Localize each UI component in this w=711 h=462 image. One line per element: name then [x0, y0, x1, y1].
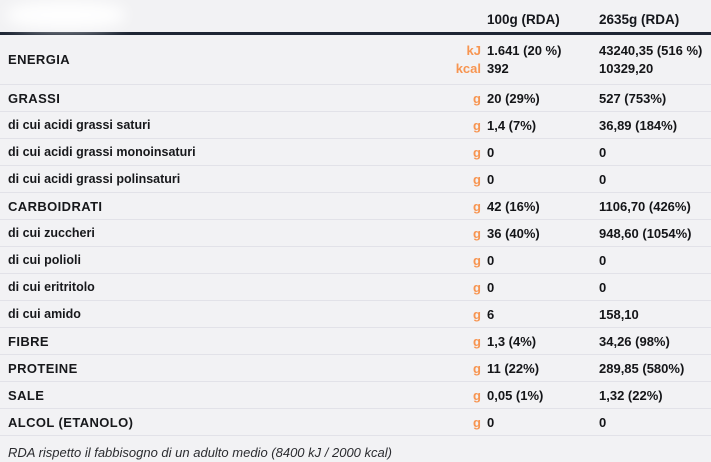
unit-label: g	[473, 225, 481, 241]
value-2635g: 0	[599, 171, 607, 187]
value-100g: 0	[487, 252, 495, 268]
value-100g: 0	[487, 414, 495, 430]
row-label: FIBRE	[8, 333, 49, 349]
value-2635g: 948,60 (1054%)	[599, 225, 692, 241]
value-100g-kcal: 392	[487, 61, 509, 76]
value-100g: 0	[487, 279, 495, 295]
value-2635g: 0	[599, 414, 607, 430]
unit-label: g	[473, 333, 481, 349]
unit-label: g	[473, 144, 481, 160]
value-2635g: 0	[599, 144, 607, 160]
rda-footnote: RDA rispetto il fabbisogno di un adulto …	[8, 445, 392, 460]
unit-label: g	[473, 171, 481, 187]
table-row: PROTEINE g 11 (22%) 289,85 (580%)	[0, 355, 711, 382]
value-2635g: 43240,35 (516 %) 10329,20	[593, 42, 711, 77]
table-row: di cui acidi grassi monoinsaturi g 0 0	[0, 139, 711, 166]
value-100g: 36 (40%)	[487, 225, 540, 241]
row-label: di cui amido	[8, 307, 81, 321]
row-label: di cui acidi grassi saturi	[8, 118, 151, 132]
unit-label: g	[473, 387, 481, 403]
unit-label: g	[473, 360, 481, 376]
value-100g: 1,4 (7%)	[487, 117, 537, 133]
value-100g: 1.641 (20 %) 392	[481, 42, 593, 77]
row-label: di cui acidi grassi polinsaturi	[8, 172, 181, 186]
unit-label: kJ kcal	[437, 42, 481, 77]
unit-label: g	[473, 279, 481, 295]
table-row: SALE g 0,05 (1%) 1,32 (22%)	[0, 382, 711, 409]
value-100g: 6	[487, 306, 495, 322]
table-row: di cui polioli g 0 0	[0, 247, 711, 274]
row-label: ALCOL (ETANOLO)	[8, 414, 134, 430]
value-2635g: 1,32 (22%)	[599, 387, 663, 403]
value-2635g-kcal: 10329,20	[599, 61, 654, 76]
table-row: di cui zuccheri g 36 (40%) 948,60 (1054%…	[0, 220, 711, 247]
table-row: FIBRE g 1,3 (4%) 34,26 (98%)	[0, 328, 711, 355]
table-header-row: 100g (RDA) 2635g (RDA)	[0, 0, 711, 35]
value-2635g: 0	[599, 279, 607, 295]
row-label: di cui polioli	[8, 253, 81, 267]
row-label: ENERGIA	[8, 52, 71, 67]
row-label: di cui eritritolo	[8, 280, 95, 294]
table-row: di cui amido g 6 158,10	[0, 301, 711, 328]
row-label: GRASSI	[8, 90, 61, 106]
value-100g: 0,05 (1%)	[487, 387, 544, 403]
column-header-100g: 100g (RDA)	[487, 12, 560, 27]
row-label: SALE	[8, 387, 45, 403]
value-100g: 0	[487, 171, 495, 187]
value-100g: 0	[487, 144, 495, 160]
row-label: PROTEINE	[8, 360, 78, 376]
value-2635g: 36,89 (184%)	[599, 117, 678, 133]
value-2635g: 158,10	[599, 306, 639, 322]
unit-label: g	[473, 306, 481, 322]
column-header-2635g: 2635g (RDA)	[599, 12, 680, 27]
row-label: di cui acidi grassi monoinsaturi	[8, 145, 196, 159]
table-row: di cui acidi grassi polinsaturi g 0 0	[0, 166, 711, 193]
unit-kj: kJ	[466, 43, 481, 58]
value-2635g: 0	[599, 252, 607, 268]
value-2635g-kj: 43240,35 (516 %)	[599, 43, 703, 58]
value-2635g: 1106,70 (426%)	[599, 198, 691, 214]
unit-label: g	[473, 414, 481, 430]
table-row-energia: ENERGIA kJ kcal 1.641 (20 %) 392 43240,3…	[0, 35, 711, 85]
row-label: di cui zuccheri	[8, 226, 95, 240]
table-row: GRASSI g 20 (29%) 527 (753%)	[0, 85, 711, 112]
unit-label: g	[473, 90, 481, 106]
value-100g-kj: 1.641 (20 %)	[487, 43, 562, 58]
table-row: di cui acidi grassi saturi g 1,4 (7%) 36…	[0, 112, 711, 139]
table-row: CARBOIDRATI g 42 (16%) 1106,70 (426%)	[0, 193, 711, 220]
value-100g: 11 (22%)	[487, 360, 540, 376]
unit-label: g	[473, 252, 481, 268]
unit-label: g	[473, 198, 481, 214]
value-100g: 1,3 (4%)	[487, 333, 537, 349]
value-100g: 20 (29%)	[487, 90, 540, 106]
unit-label: g	[473, 117, 481, 133]
table-row: ALCOL (ETANOLO) g 0 0	[0, 409, 711, 436]
value-2635g: 34,26 (98%)	[599, 333, 670, 349]
value-100g: 42 (16%)	[487, 198, 540, 214]
value-2635g: 289,85 (580%)	[599, 360, 685, 376]
table-row: di cui eritritolo g 0 0	[0, 274, 711, 301]
value-2635g: 527 (753%)	[599, 90, 667, 106]
unit-kcal: kcal	[455, 61, 481, 76]
row-label: CARBOIDRATI	[8, 198, 103, 214]
